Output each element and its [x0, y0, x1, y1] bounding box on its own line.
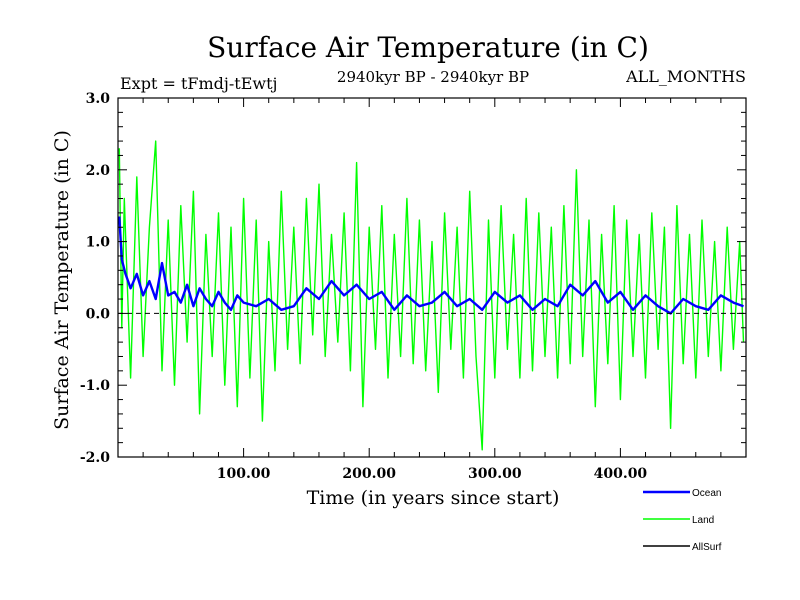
x-tick-label: 300.00	[468, 466, 522, 482]
y-tick-label: -2.0	[80, 450, 110, 466]
x-tick-label: 400.00	[594, 466, 648, 482]
period-label: 2940kyr BP - 2940kyr BP	[337, 68, 529, 86]
y-tick-label: 3.0	[86, 91, 111, 107]
y-tick-label: 2.0	[86, 163, 111, 179]
legend: Ocean Land AllSurf	[643, 488, 722, 553]
legend-label-ocean: Ocean	[692, 488, 721, 499]
plot-frame	[117, 97, 747, 458]
axes: -2.0 -1.0 0.0 1.0 2.0 3.0 100.00 200.00 300.00 40…	[80, 91, 747, 482]
y-tick-label: -1.0	[80, 378, 110, 394]
series-line-land	[118, 140, 745, 451]
x-axis-label: Time (in years since start)	[307, 487, 560, 509]
y-tick-label: 1.0	[86, 235, 111, 251]
x-tick-label: 200.00	[342, 466, 396, 482]
legend-label-land: Land	[692, 515, 714, 526]
experiment-label: Expt = tFmdj-tEwtj	[120, 74, 277, 93]
chart-title: Surface Air Temperature (in C)	[207, 31, 649, 64]
months-label: ALL_MONTHS	[625, 67, 746, 86]
y-axis-label: Surface Air Temperature (in C)	[51, 130, 73, 430]
series-line-ocean	[118, 216, 744, 315]
y-tick-label: 0.0	[86, 306, 111, 322]
plot-area	[118, 140, 746, 451]
x-tick-label: 100.00	[217, 466, 271, 482]
legend-label-allsurf: AllSurf	[692, 542, 722, 553]
